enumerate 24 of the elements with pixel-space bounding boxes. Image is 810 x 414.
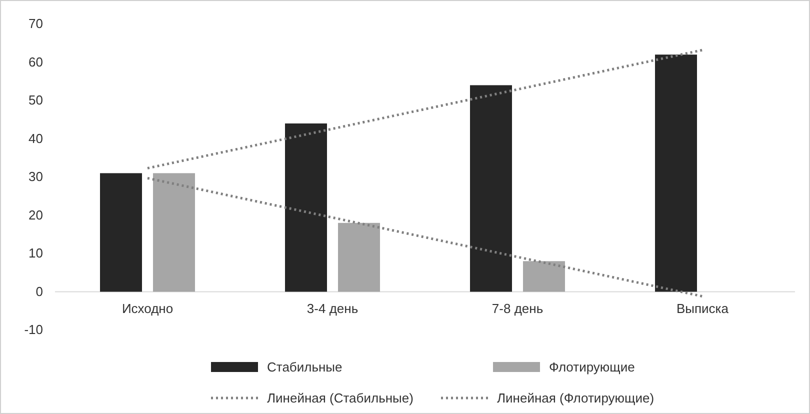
x-tick-label: Выписка [676, 300, 730, 316]
bar [153, 173, 195, 292]
x-tick-label: 7-8 день [492, 300, 544, 316]
y-tick-label: -10 [24, 322, 43, 338]
y-tick-label: 40 [28, 130, 43, 146]
legend-label: Линейная (Флотирующие) [497, 390, 654, 406]
y-tick-label: 50 [28, 92, 43, 108]
bar [655, 54, 697, 292]
y-tick-label: 0 [36, 284, 43, 299]
bar [100, 173, 142, 292]
legend-label: Стабильные [267, 360, 342, 375]
y-tick-label: 20 [28, 207, 43, 222]
bar [338, 222, 380, 292]
y-tick-label: 70 [28, 16, 43, 32]
y-tick-label: 30 [28, 169, 43, 184]
x-tick-label: 3-4 день [306, 300, 358, 316]
legend-label: Флотирующие [549, 360, 635, 375]
legend-label: Линейная (Стабильные) [267, 390, 414, 406]
x-tick-label: Исходно [122, 300, 174, 316]
y-tick-label: 60 [28, 54, 43, 70]
bar [285, 123, 327, 292]
y-tick-label: 10 [28, 246, 43, 261]
bar [470, 85, 512, 292]
bar [523, 261, 565, 292]
